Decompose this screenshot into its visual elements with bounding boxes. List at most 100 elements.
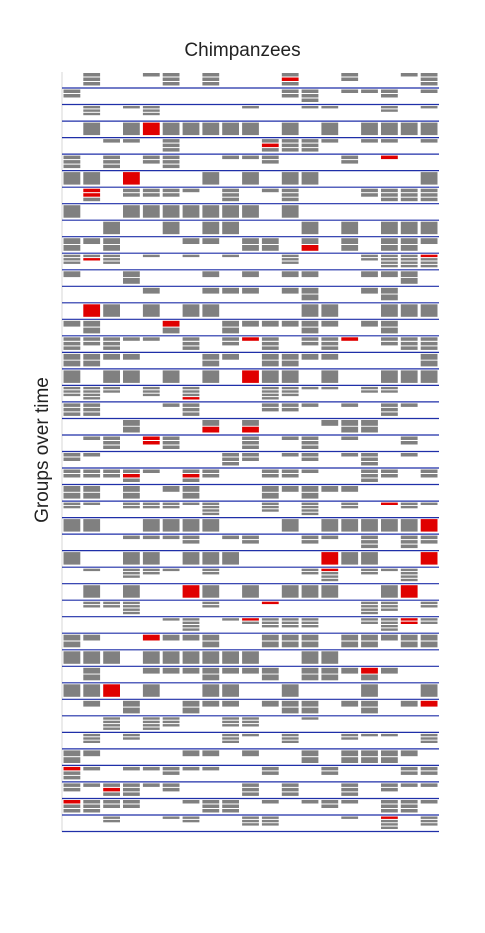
member-cell [381,193,398,197]
member-cell [321,139,339,143]
member-cell [420,122,438,136]
member-cell [63,205,81,218]
member-cell [261,474,279,478]
member-cell [281,188,299,193]
member-cell [400,641,418,648]
member-cell [420,139,438,143]
member-cell [381,823,398,826]
member-cell [103,341,120,346]
member-cell [162,618,180,621]
member-cell [142,717,160,720]
highlight-cell [301,245,319,251]
member-cell [182,766,200,771]
member-cell [123,611,140,615]
member-cell [261,625,279,628]
member-cell [400,346,418,350]
member-cell [400,271,418,278]
member-cell [222,197,239,202]
member-cell [83,474,101,478]
member-cell [182,407,200,412]
highlight-cell [242,618,259,621]
member-cell [281,787,299,792]
member-cell [63,337,81,341]
highlight-cell [142,441,160,445]
highlight-cell [281,77,299,81]
member-cell [242,724,259,727]
member-cell [400,403,418,407]
member-cell [321,651,339,664]
member-cell [202,552,220,565]
highlight-cell [182,585,200,598]
member-cell [83,601,101,605]
member-cell [341,641,359,648]
member-cell [83,733,101,737]
member-cell [381,608,398,611]
member-cell [261,360,279,367]
member-cell [83,403,101,407]
member-cell [202,667,220,674]
member-cell [400,304,418,317]
member-cell [123,502,140,505]
member-cell [182,341,200,346]
member-cell [381,337,398,341]
member-cell [261,139,279,143]
member-cell [63,258,81,261]
member-cell [162,164,180,169]
member-cell [83,360,101,367]
member-cell [182,819,200,823]
member-cell [182,535,200,540]
member-cell [103,445,120,449]
member-cell [341,245,359,251]
member-cell [202,304,220,317]
member-cell [83,77,101,81]
member-cell [103,370,120,383]
member-cell [261,771,279,775]
member-cell [63,393,81,397]
member-cell [202,287,220,294]
member-cell [301,512,319,516]
member-cell [202,370,220,383]
member-cell [242,540,259,544]
member-cell [182,502,200,505]
member-cell [103,238,120,244]
member-cell [123,353,140,360]
member-cell [301,700,319,707]
member-cell [420,360,438,367]
member-cell [222,700,239,707]
member-cell [281,73,299,77]
member-cell [222,205,239,218]
member-cell [202,674,220,681]
member-cell [321,519,339,532]
member-cell [361,139,378,143]
member-cell [321,386,339,390]
member-cell [202,651,220,664]
member-cell [222,341,239,346]
member-cell [103,720,120,724]
member-cell [341,221,359,235]
member-cell [63,486,81,492]
member-cell [301,341,319,346]
member-cell [301,667,319,674]
member-cell [162,155,180,160]
member-cell [242,787,259,792]
member-cell [182,254,200,258]
member-cell [361,462,378,466]
member-cell [341,787,359,792]
member-cell [381,264,398,268]
member-cell [162,502,180,505]
member-cell [202,271,220,278]
member-cell [261,634,279,641]
member-cell [162,403,180,407]
member-cell [242,205,259,218]
member-cell [162,436,180,440]
member-cell [321,486,339,492]
member-cell [63,492,81,499]
member-cell [162,486,180,492]
member-cell [142,727,160,730]
member-cell [261,505,279,509]
member-cell [83,585,101,598]
member-cell [242,651,259,664]
member-cell [162,160,180,164]
member-cell [123,575,140,578]
member-cell [261,700,279,707]
